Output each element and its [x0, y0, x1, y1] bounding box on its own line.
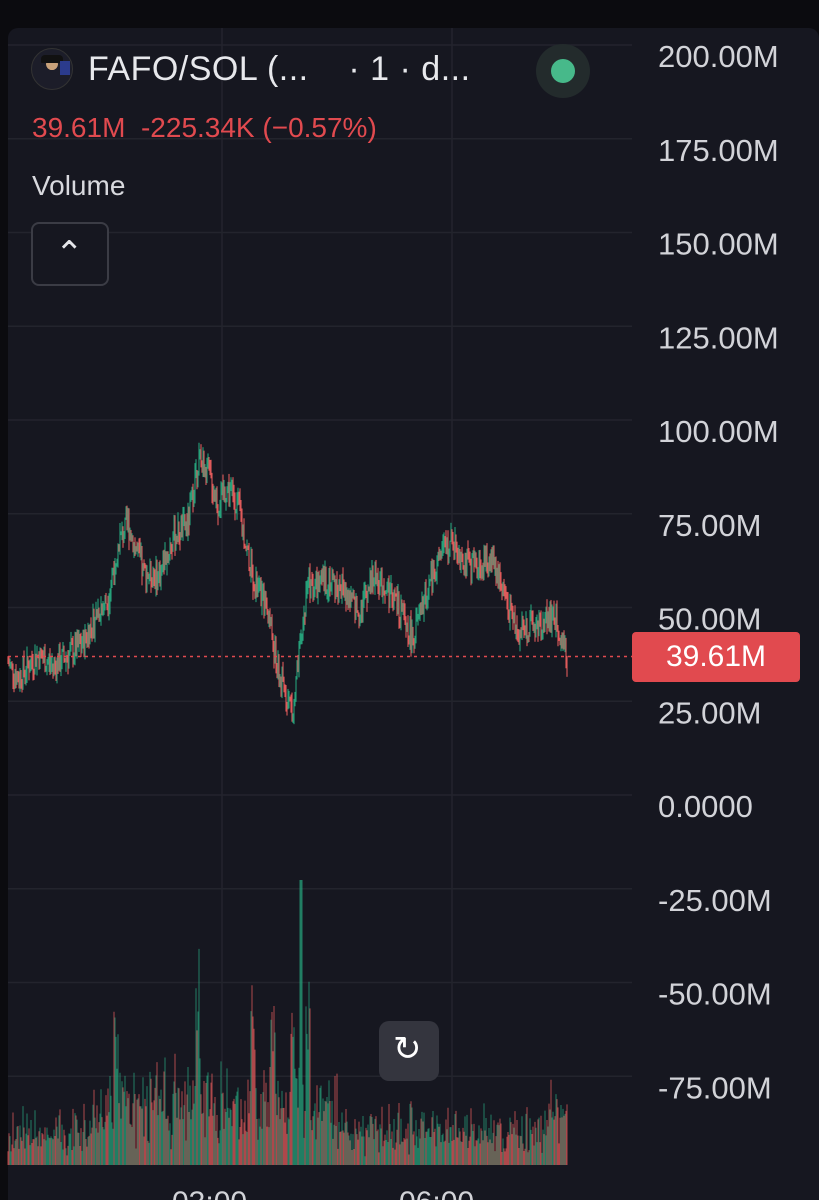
legend-change: -225.34K (−0.57%) [140, 112, 377, 143]
last-price-tag: 39.61M [632, 632, 800, 682]
legend-values: 39.61M -225.34K (−0.57%) [32, 112, 377, 144]
top-bar [0, 0, 819, 18]
status-dot-icon [551, 59, 575, 83]
y-tick-label: -75.00M [658, 1070, 772, 1105]
profile-avatar-icon[interactable] [31, 48, 73, 90]
collapse-legend-button[interactable]: ⌃ [31, 222, 109, 286]
y-tick-label: 50.00M [658, 602, 761, 637]
chart-panel[interactable] [8, 28, 819, 1200]
volume-bars [7, 880, 568, 1165]
price-candles [7, 442, 568, 725]
x-tick-label: 06:00 [399, 1186, 474, 1200]
y-tick-label: 125.00M [658, 320, 779, 355]
chart-grid [8, 28, 632, 1165]
y-tick-label: -25.00M [658, 883, 772, 918]
symbol-title[interactable]: FAFO/SOL (... · 1 · d... [88, 50, 471, 88]
legend-last-value: 39.61M [32, 112, 126, 143]
volume-indicator-label[interactable]: Volume [32, 170, 126, 201]
y-tick-label: 0.0000 [658, 789, 753, 824]
chevron-up-icon: ⌃ [55, 235, 84, 273]
y-tick-label: 175.00M [658, 133, 779, 168]
y-tick-label: 100.00M [658, 414, 779, 449]
y-tick-label: -50.00M [658, 977, 772, 1012]
y-tick-label: 75.00M [658, 508, 761, 543]
y-tick-label: 150.00M [658, 227, 779, 262]
y-axis: 200.00M 175.00M 150.00M 125.00M 100.00M 75.00… [658, 39, 779, 1105]
x-tick-label: 03:00 [172, 1186, 247, 1200]
reset-chart-button[interactable]: ↻ [379, 1021, 439, 1081]
y-tick-label: 200.00M [658, 39, 779, 74]
x-axis: 03:00 06:00 [172, 1186, 474, 1200]
reset-rotate-icon: ↻ [393, 1030, 422, 1068]
market-status-indicator[interactable] [536, 44, 590, 98]
y-tick-label: 25.00M [658, 695, 761, 730]
